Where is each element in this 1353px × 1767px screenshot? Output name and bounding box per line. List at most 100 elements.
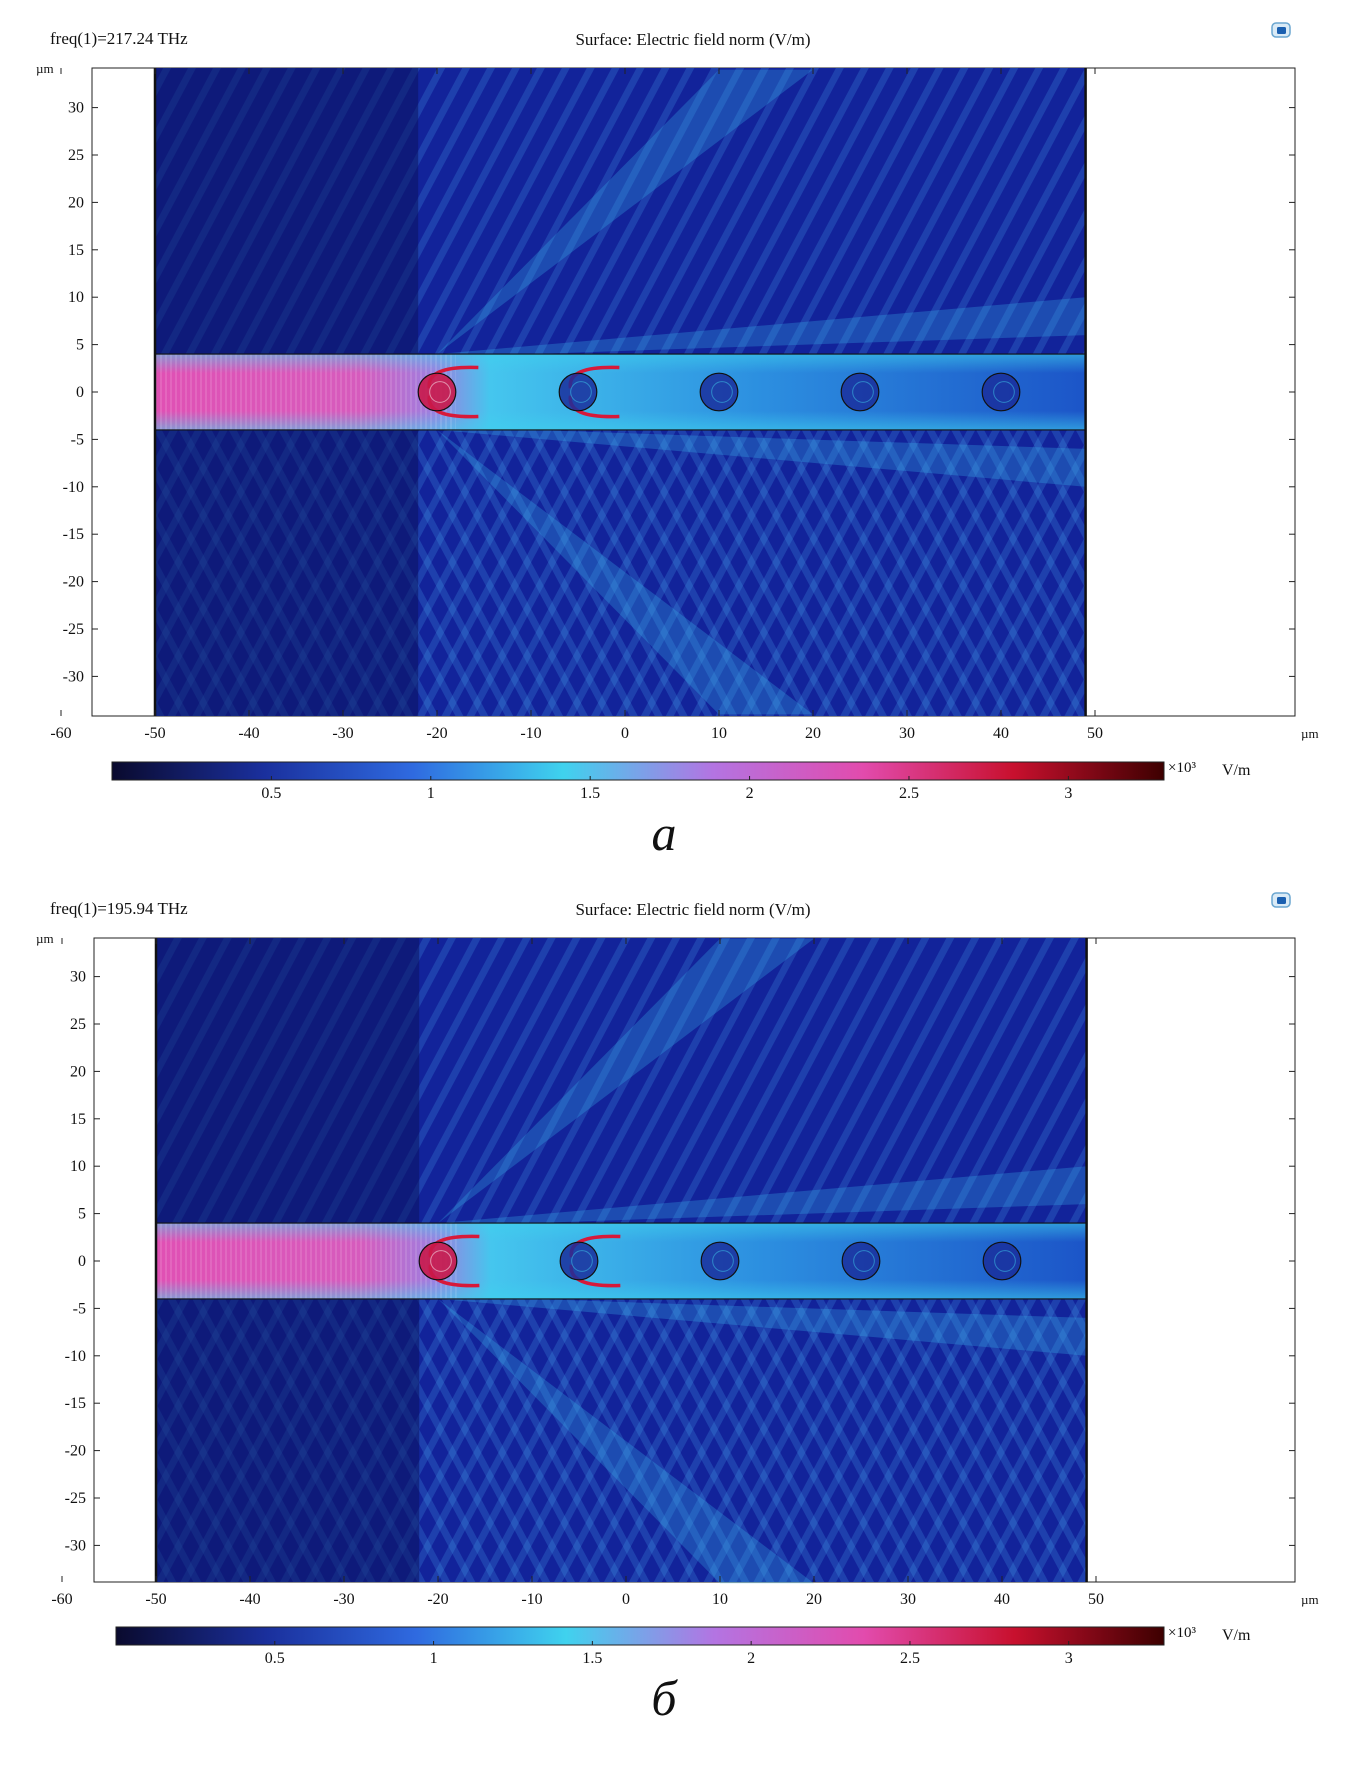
y-tick-label: -15 — [63, 526, 84, 543]
axes: -60 -50 -40 -30 -20 -10 0 10 20 30 40 5030252015105… — [36, 61, 1319, 742]
particle-fringe — [993, 381, 1015, 403]
plot-title: Surface: Electric field norm (V/m) — [575, 30, 810, 49]
x-tick-label: -10 — [521, 1591, 542, 1608]
x-tick-label: -60 — [50, 725, 71, 742]
y-tick-label: 5 — [76, 337, 84, 354]
y-tick-label: 15 — [70, 1111, 86, 1128]
particle — [418, 1241, 458, 1281]
colorbar-tick-label: 2 — [747, 1650, 755, 1667]
colorbar-tick-label: 0.5 — [265, 1650, 285, 1667]
colorbar-tick-label: 3 — [1064, 785, 1072, 802]
colorbar-unit: V/m — [1222, 762, 1251, 779]
x-tick-label: 30 — [900, 1591, 916, 1608]
y-tick-label: -15 — [65, 1395, 86, 1412]
x-tick-label: -40 — [238, 725, 259, 742]
y-tick-label: 10 — [70, 1158, 86, 1175]
y-tick-label: 20 — [68, 194, 84, 211]
x-tick-label: 40 — [993, 725, 1009, 742]
particle — [840, 372, 880, 412]
x-tick-label: -40 — [239, 1591, 260, 1608]
panel-letter: а — [652, 805, 677, 861]
y-tick-label: -30 — [63, 668, 84, 685]
particle — [558, 372, 598, 412]
particle-fringe — [429, 381, 451, 403]
x-tick-label: 20 — [805, 725, 821, 742]
x-tick-label: 30 — [899, 725, 915, 742]
y-tick-label: 20 — [70, 1063, 86, 1080]
y-tick-label: 30 — [68, 100, 84, 117]
x-tick-label: 50 — [1087, 725, 1103, 742]
y-tick-label: 0 — [76, 384, 84, 401]
particle-fringe — [430, 1250, 452, 1272]
interference-fringes — [155, 354, 456, 430]
y-tick-label: 25 — [68, 147, 84, 164]
y-tick-label: -20 — [65, 1443, 86, 1460]
x-tick-label: -60 — [51, 1591, 72, 1608]
particle-fringe — [853, 1250, 875, 1272]
y-tick-label: 0 — [78, 1253, 86, 1270]
x-tick-label: -30 — [333, 1591, 354, 1608]
particle-fringe — [994, 1250, 1016, 1272]
x-tick-label: -10 — [520, 725, 541, 742]
frequency-label: freq(1)=195.94 THz — [50, 899, 188, 918]
colorbar-multiplier: ×10³ — [1168, 760, 1196, 776]
scattered-beam-upper — [437, 297, 1086, 355]
x-tick-label: -50 — [145, 1591, 166, 1608]
y-tick-label: 5 — [78, 1206, 86, 1223]
particle-fringe — [571, 1250, 593, 1272]
particle-fringe — [711, 381, 733, 403]
x-tick-label: 10 — [711, 725, 727, 742]
colorbar-tick-label: 3 — [1065, 1650, 1073, 1667]
colorbar-tick-label: 2 — [746, 785, 754, 802]
plot-title: Surface: Electric field norm (V/m) — [575, 900, 810, 919]
particle — [559, 1241, 599, 1281]
particle-fringe — [852, 381, 874, 403]
y-axis-unit: µm — [36, 61, 54, 76]
colorbar-tick-label: 2.5 — [899, 785, 919, 802]
panel-letter: б — [651, 1670, 678, 1726]
particle-fringe — [570, 381, 592, 403]
colorbar-tick-label: 2.5 — [900, 1650, 920, 1667]
y-tick-label: 30 — [70, 969, 86, 986]
particle — [841, 1241, 881, 1281]
y-tick-label: -10 — [65, 1348, 86, 1365]
field-map — [154, 938, 1088, 1584]
y-tick-label: -5 — [71, 431, 84, 448]
colorbar-tick-label: 1 — [430, 1650, 438, 1667]
scattered-beam-lower-wide — [437, 429, 813, 715]
y-tick-label: -10 — [63, 479, 84, 496]
x-axis-unit: µm — [1301, 726, 1319, 741]
frequency-label: freq(1)=217.24 THz — [50, 29, 188, 48]
scattered-beam-upper-wide — [437, 69, 813, 355]
y-tick-label: -30 — [65, 1537, 86, 1554]
particle — [981, 372, 1021, 412]
x-axis-unit: µm — [1301, 1592, 1319, 1607]
particle — [700, 1241, 740, 1281]
scattered-beam-upper — [438, 1166, 1087, 1224]
colorbar-tick-label: 1.5 — [582, 1650, 602, 1667]
axes: -60 -50 -40 -30 -20 -10 0 10 20 30 40 5030252015105… — [36, 931, 1319, 1608]
y-tick-label: -20 — [63, 574, 84, 591]
scattered-beam-lower — [437, 429, 1086, 487]
colorbar-tick-label: 0.5 — [261, 785, 281, 802]
x-tick-label: -20 — [426, 725, 447, 742]
particle — [417, 372, 457, 412]
particle — [982, 1241, 1022, 1281]
x-tick-label: 20 — [806, 1591, 822, 1608]
colorbar-gradient — [115, 1626, 1165, 1646]
scattered-beam-lower — [438, 1298, 1087, 1356]
colorbar-tick-label: 1 — [427, 785, 435, 802]
colorbar-unit: V/m — [1222, 1627, 1251, 1644]
y-tick-label: 25 — [70, 1016, 86, 1033]
colorbar-multiplier: ×10³ — [1168, 1625, 1196, 1641]
x-tick-label: 50 — [1088, 1591, 1104, 1608]
scattered-beam-upper-wide — [438, 938, 814, 1224]
x-tick-label: 0 — [621, 725, 629, 742]
x-tick-label: -50 — [144, 725, 165, 742]
graphics-window-icon — [1271, 22, 1291, 38]
field-map — [153, 68, 1087, 716]
colorbar: 0.5 1 1.5 2 2.5 3 ×10³ V/m — [115, 1625, 1251, 1667]
scattered-beam-lower-wide — [438, 1298, 814, 1584]
y-axis-unit: µm — [36, 931, 54, 946]
